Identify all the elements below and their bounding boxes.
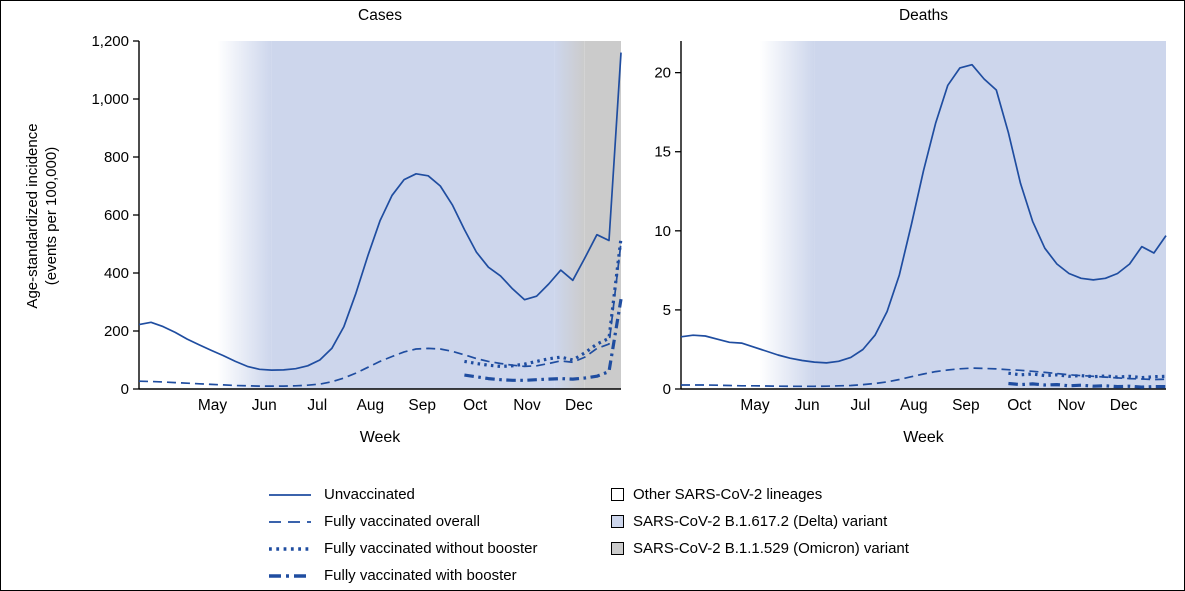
deaths-chart-title: Deaths [898,7,949,24]
omicron-variant-swatch-icon [611,542,624,555]
svg-text:May: May [740,397,770,414]
svg-text:10: 10 [654,223,671,240]
legend-item-delta-variant: SARS-CoV-2 B.1.617.2 (Delta) variant [611,508,909,535]
svg-text:Dec: Dec [1110,397,1138,414]
svg-text:Sep: Sep [408,397,436,414]
legend-label: Fully vaccinated overall [324,513,480,530]
svg-text:800: 800 [104,149,129,166]
legend-label: Fully vaccinated without booster [324,540,538,557]
legend-item-other-lineages: Other SARS-CoV-2 lineages [611,481,909,508]
svg-text:15: 15 [654,144,671,161]
cases-chart-title: Cases [358,7,402,24]
svg-text:5: 5 [663,302,671,319]
legend-item-fully-vaccinated-with-booster: Fully vaccinated with booster [267,562,537,589]
svg-text:Nov: Nov [513,397,541,414]
legend-label: SARS-CoV-2 B.1.617.2 (Delta) variant [633,513,888,530]
svg-text:Oct: Oct [1007,397,1032,414]
legend-item-fully-vaccinated-without-booster: Fully vaccinated without booster [267,535,537,562]
legend-item-omicron-variant: SARS-CoV-2 B.1.1.529 (Omicron) variant [611,535,909,562]
dashdot-line-icon [269,573,311,578]
svg-text:May: May [198,397,228,414]
svg-text:1,200: 1,200 [91,33,129,50]
deaths-x-axis-label: Week [903,429,944,446]
svg-text:Aug: Aug [357,397,385,414]
svg-text:Jun: Jun [252,397,277,414]
svg-text:Oct: Oct [463,397,488,414]
delta-variant-swatch-icon [611,515,624,528]
other-lineages-swatch-icon [611,488,624,501]
svg-text:1,000: 1,000 [91,91,129,108]
legend-variant-periods: Other SARS-CoV-2 lineages SARS-CoV-2 B.1… [611,481,909,562]
legend-label: Unvaccinated [324,486,415,503]
legend-label: SARS-CoV-2 B.1.1.529 (Omicron) variant [633,540,909,557]
svg-text:Jul: Jul [307,397,327,414]
svg-text:Sep: Sep [952,397,980,414]
svg-text:0: 0 [663,381,671,398]
svg-text:400: 400 [104,265,129,282]
cases-chart: 0 200 400 600 800 1,000 1,200 May Jun Jul Aug Sep Oc… [91,33,623,414]
deaths-chart: 0 5 10 15 20 May Jun Jul Aug Sep Oct Nov Dec [654,41,1167,414]
cases-x-axis-label: Week [359,429,401,446]
svg-text:Dec: Dec [565,397,593,414]
legend-item-fully-vaccinated-overall: Fully vaccinated overall [267,508,537,535]
legend-item-unvaccinated: Unvaccinated [267,481,537,508]
svg-text:Aug: Aug [900,397,928,414]
svg-text:Jun: Jun [795,397,820,414]
svg-text:Nov: Nov [1058,397,1086,414]
legend-label: Fully vaccinated with booster [324,567,517,584]
dashed-line-icon [269,520,311,523]
svg-text:600: 600 [104,207,129,224]
y-axis-label-line1: Age-standardized incidence [24,123,41,309]
legend-line-series: Unvaccinated Fully vaccinated overall Fu… [267,481,537,589]
legend-label: Other SARS-CoV-2 lineages [633,486,823,503]
svg-text:0: 0 [121,381,129,398]
dotted-line-icon [269,546,311,551]
solid-line-icon [269,493,311,496]
svg-text:200: 200 [104,323,129,340]
svg-text:20: 20 [654,65,671,82]
svg-text:Jul: Jul [850,397,870,414]
